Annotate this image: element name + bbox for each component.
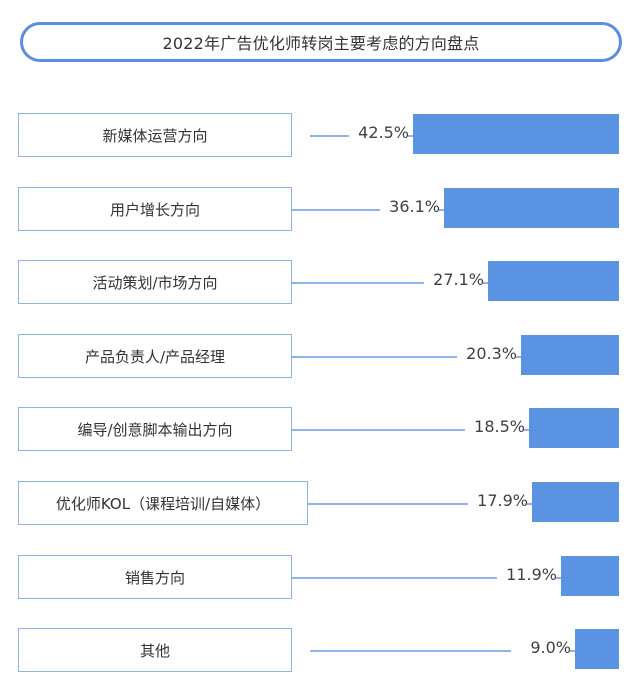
- bar: [444, 188, 619, 228]
- category-label: 活动策划/市场方向: [18, 260, 292, 304]
- value-label: 11.9%: [506, 565, 557, 584]
- value-label: 42.5%: [358, 123, 409, 142]
- bar-row: 优化师KOL（课程培训/自媒体） 17.9%: [0, 481, 640, 527]
- category-label: 销售方向: [18, 555, 292, 599]
- bar: [529, 408, 619, 448]
- leader-tick: [408, 135, 413, 137]
- leader-line: [310, 650, 511, 652]
- leader-line: [292, 577, 497, 579]
- category-label: 用户增长方向: [18, 187, 292, 231]
- leader-line: [292, 282, 424, 284]
- category-label: 优化师KOL（课程培训/自媒体）: [18, 481, 308, 525]
- bar-row: 用户增长方向 36.1%: [0, 187, 640, 233]
- value-label: 18.5%: [474, 417, 525, 436]
- bar-row: 活动策划/市场方向 27.1%: [0, 260, 640, 306]
- leader-tick: [527, 503, 532, 505]
- bar: [532, 482, 619, 522]
- category-label: 编导/创意脚本输出方向: [18, 407, 292, 451]
- leader-line: [292, 356, 457, 358]
- leader-tick: [483, 282, 488, 284]
- bar-row: 销售方向 11.9%: [0, 555, 640, 601]
- category-label: 新媒体运营方向: [18, 113, 292, 157]
- leader-tick: [516, 356, 521, 358]
- leader-line: [308, 503, 468, 505]
- leader-tick: [439, 209, 444, 211]
- leader-line: [310, 135, 349, 137]
- bar: [575, 629, 619, 669]
- bar-row: 其他 9.0%: [0, 628, 640, 674]
- bar: [413, 114, 619, 154]
- value-label: 20.3%: [466, 344, 517, 363]
- bar: [521, 335, 619, 375]
- leader-line: [292, 429, 465, 431]
- category-label: 产品负责人/产品经理: [18, 334, 292, 378]
- category-label: 其他: [18, 628, 292, 672]
- leader-tick: [556, 577, 561, 579]
- leader-line: [292, 209, 380, 211]
- bar-row: 新媒体运营方向 42.5%: [0, 113, 640, 159]
- value-label: 27.1%: [433, 270, 484, 289]
- bar-row: 编导/创意脚本输出方向 18.5%: [0, 407, 640, 453]
- leader-tick: [570, 650, 575, 652]
- bar: [488, 261, 619, 301]
- value-label: 17.9%: [477, 491, 528, 510]
- value-label: 36.1%: [389, 197, 440, 216]
- bar-row: 产品负责人/产品经理 20.3%: [0, 334, 640, 380]
- leader-tick: [524, 429, 529, 431]
- value-label: 9.0%: [530, 638, 571, 657]
- chart-title: 2022年广告优化师转岗主要考虑的方向盘点: [20, 22, 622, 62]
- bar: [561, 556, 619, 596]
